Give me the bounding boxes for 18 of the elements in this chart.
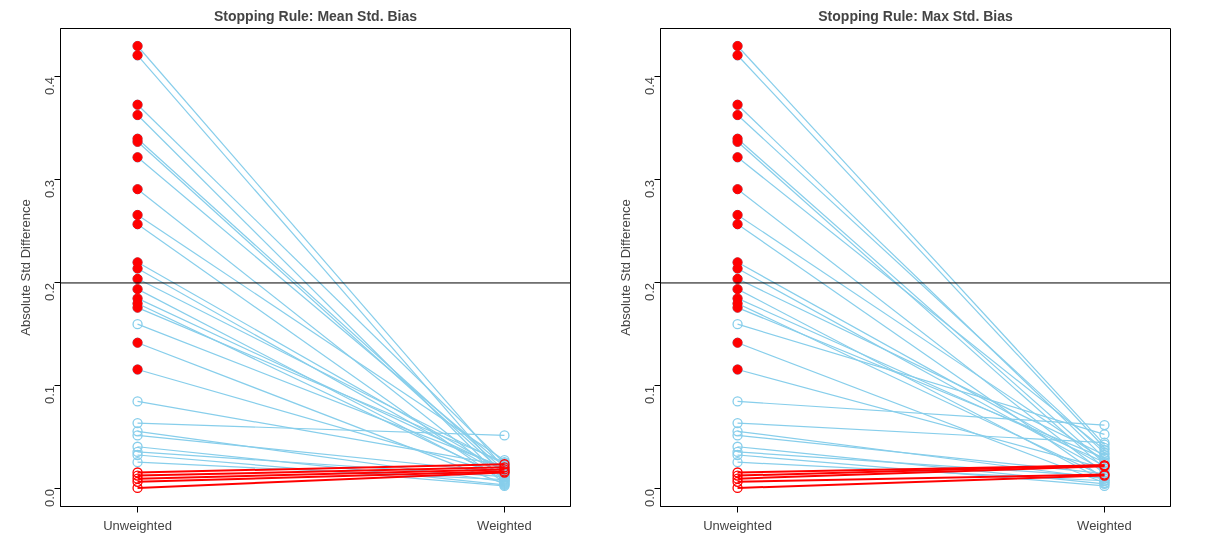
y-axis-title: Absolute Std Difference xyxy=(17,199,33,336)
x-tick-label: Weighted xyxy=(477,517,532,533)
y-tick-label: 0.1 xyxy=(42,385,57,405)
chart-title: Stopping Rule: Max Std. Bias xyxy=(818,7,1013,24)
y-tick-label: 0.0 xyxy=(42,488,57,508)
x-tick-label: Weighted xyxy=(1077,517,1132,533)
x-tick-label: Unweighted xyxy=(703,517,772,533)
y-tick-label: 0.0 xyxy=(642,488,657,508)
y-tick-label: 0.1 xyxy=(642,385,657,405)
y-tick-label: 0.2 xyxy=(42,282,57,302)
y-tick-label: 0.4 xyxy=(642,76,657,95)
y-axis-title: Absolute Std Difference xyxy=(617,199,633,336)
y-tick-label: 0.4 xyxy=(42,76,57,95)
y-tick-label: 0.3 xyxy=(642,179,657,199)
x-tick-label: Unweighted xyxy=(103,517,172,533)
y-tick-label: 0.3 xyxy=(42,179,57,199)
chart-title: Stopping Rule: Mean Std. Bias xyxy=(214,7,418,24)
y-tick-label: 0.2 xyxy=(642,282,657,302)
